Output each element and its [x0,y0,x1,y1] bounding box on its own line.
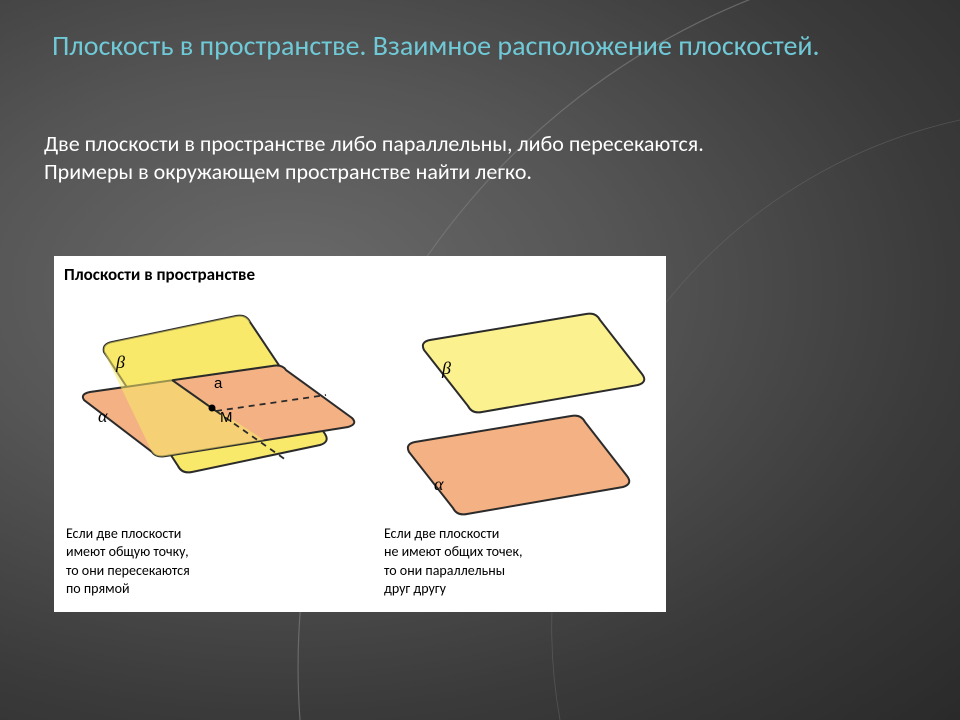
slide-subtitle: Две плоскости в пространстве либо паралл… [44,130,760,185]
line-a-label: a [214,375,223,392]
alpha-label-left: α [98,406,108,426]
parallel-planes-group: β α [408,314,644,515]
planes-diagram: M a β α β α [54,292,666,532]
point-m-label: M [220,409,233,426]
figure-title: Плоскости в пространстве [64,264,255,285]
plane-beta-right [423,314,644,413]
point-m-dot [209,405,216,412]
beta-label-right: β [441,358,451,378]
intersecting-planes-group: M a β α [83,316,354,473]
alpha-label-right: α [434,474,444,494]
figure-panel: Плоскости в пространстве M a β α β [54,256,666,612]
slide-title: Плоскость в пространстве. Взаимное распо… [52,28,900,63]
beta-label-left: β [115,352,125,372]
plane-alpha-right [408,416,629,515]
caption-parallel: Если две плоскости не имеют общих точек,… [384,525,523,598]
caption-intersecting: Если две плоскости имеют общую точку, то… [66,525,190,598]
